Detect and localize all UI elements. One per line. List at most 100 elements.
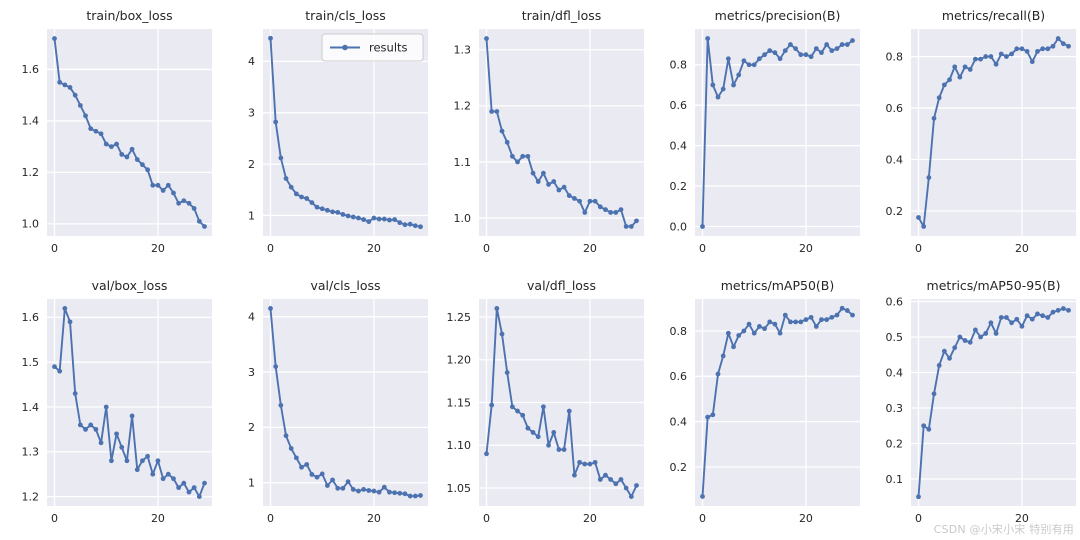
data-point — [572, 472, 577, 478]
data-point — [340, 212, 346, 217]
subplot-title: val/cls_loss — [311, 278, 381, 293]
data-point — [556, 187, 562, 193]
data-point — [803, 52, 809, 58]
data-point — [52, 36, 57, 41]
data-point — [998, 51, 1004, 57]
data-point — [551, 179, 557, 184]
data-point — [345, 213, 351, 219]
data-point — [947, 77, 952, 83]
data-point — [155, 458, 161, 464]
data-point — [751, 62, 757, 68]
subplot-title: metrics/mAP50(B) — [721, 278, 834, 293]
data-point — [1004, 54, 1009, 59]
data-point — [731, 344, 736, 350]
data-point — [392, 217, 398, 222]
data-point — [350, 486, 356, 492]
watermark: CSDN @小宋小宋 特别有用 — [933, 523, 1074, 536]
data-point — [504, 139, 510, 145]
data-point — [561, 184, 567, 190]
data-point — [489, 109, 495, 114]
data-point — [731, 82, 736, 88]
data-point — [751, 330, 757, 336]
y-tick-label: 2 — [248, 421, 255, 434]
y-tick-label: 1.0 — [454, 212, 472, 225]
data-point — [140, 162, 145, 168]
data-point — [1035, 311, 1040, 317]
data-point — [582, 461, 588, 467]
y-tick-label: 1.5 — [22, 356, 40, 369]
data-point — [93, 426, 99, 432]
x-tick-label: 20 — [583, 512, 597, 525]
data-point — [160, 188, 166, 193]
data-point — [566, 193, 572, 199]
x-tick-label: 20 — [367, 242, 381, 255]
y-tick-label: 0.6 — [886, 102, 904, 115]
x-tick-label: 0 — [483, 242, 490, 255]
data-point — [746, 62, 752, 68]
plot-area — [263, 29, 428, 236]
x-tick-label: 20 — [799, 242, 813, 255]
data-point — [556, 447, 562, 452]
data-point — [103, 404, 109, 410]
y-tick-label: 1.1 — [454, 156, 472, 169]
data-point — [623, 224, 629, 229]
data-point — [509, 404, 515, 410]
y-tick-label: 1.4 — [22, 401, 40, 414]
y-tick-label: 1 — [248, 477, 255, 490]
data-point — [376, 216, 382, 222]
data-point — [566, 408, 572, 414]
data-point — [972, 327, 978, 333]
y-tick-label: 0.6 — [886, 295, 904, 308]
subplot-canvas: 1.0 1.2 1.4 1.6 0 20 train/box_loss — [22, 8, 212, 255]
data-point — [1009, 51, 1015, 57]
y-tick-label: 1.3 — [22, 446, 40, 459]
data-point — [371, 215, 377, 221]
data-point — [772, 321, 778, 327]
legend-label: results — [369, 41, 408, 55]
x-tick-label: 0 — [51, 512, 58, 525]
data-point — [916, 215, 921, 220]
subplot-canvas: 0.2 0.4 0.6 0.8 0 20 metrics/mAP50(B) — [670, 278, 860, 525]
data-point — [134, 467, 140, 473]
data-point — [844, 42, 850, 47]
data-point — [196, 494, 202, 499]
data-point — [484, 36, 489, 41]
y-tick-label: 1.6 — [22, 63, 40, 76]
data-point — [67, 319, 73, 325]
data-point — [67, 85, 73, 90]
data-point — [741, 328, 747, 334]
data-point — [387, 489, 392, 495]
data-point — [725, 330, 731, 336]
data-point — [324, 483, 330, 488]
data-point — [171, 476, 176, 482]
data-point — [824, 317, 830, 323]
data-point — [756, 56, 762, 62]
data-point — [77, 422, 83, 428]
data-point — [124, 458, 130, 464]
subplot-title: val/dfl_loss — [527, 278, 596, 293]
data-point — [402, 222, 408, 228]
data-point — [1004, 315, 1009, 320]
data-point — [618, 207, 624, 213]
subplot-metrics/precision(B): 0.0 0.2 0.4 0.6 0.8 0 20 metrics/precision(B) — [648, 0, 864, 270]
y-tick-label: 1.4 — [22, 115, 40, 128]
data-point — [361, 486, 367, 492]
data-point — [129, 146, 135, 152]
y-tick-label: 1.2 — [454, 100, 472, 113]
data-point — [850, 312, 855, 318]
data-point — [551, 430, 557, 435]
data-point — [535, 179, 541, 184]
data-point — [834, 46, 840, 52]
data-point — [793, 319, 799, 325]
y-tick-label: 1.20 — [447, 354, 472, 367]
data-point — [993, 331, 999, 336]
data-point — [839, 42, 845, 47]
data-point — [1014, 316, 1020, 322]
data-point — [499, 331, 505, 337]
data-point — [1045, 315, 1051, 320]
data-point — [103, 141, 109, 147]
data-point — [577, 459, 583, 465]
data-point — [114, 431, 119, 437]
data-point — [273, 119, 279, 125]
data-point — [936, 95, 942, 101]
